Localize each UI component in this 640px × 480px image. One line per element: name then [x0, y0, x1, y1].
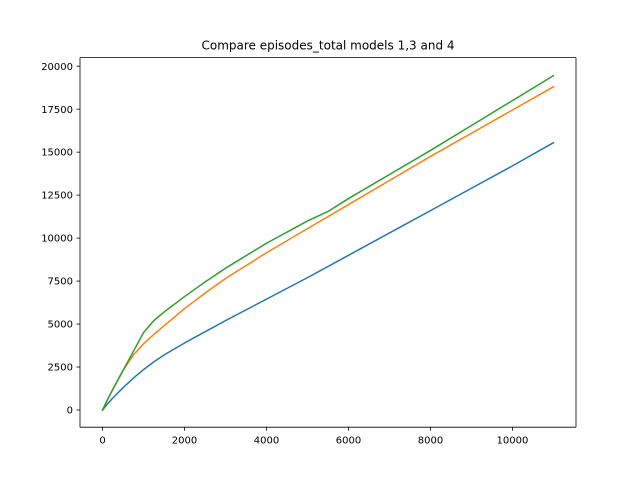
- y-tick-label: 10000: [41, 234, 73, 245]
- plot-area: [80, 57, 576, 428]
- y-tick-label: 2500: [48, 363, 73, 374]
- x-tick-label: 6000: [336, 436, 361, 447]
- y-tick-label: 20000: [41, 62, 73, 73]
- y-tick-label: 12500: [41, 191, 73, 202]
- x-tick-label: 4000: [254, 436, 279, 447]
- series-line-3: [101, 74, 555, 412]
- series-layer: [101, 74, 555, 412]
- y-tick-label: 7500: [48, 277, 73, 288]
- y-tick-label: 0: [67, 406, 73, 417]
- plot-background: [80, 57, 576, 428]
- x-tick-label: 10000: [497, 436, 529, 447]
- x-tick-label: 2000: [172, 436, 197, 447]
- series-line-1: [101, 141, 555, 412]
- chart-title: Compare episodes_total models 1,3 and 4: [201, 39, 454, 53]
- axes-layer: 0 2000 4000 6000 8000 10000 0 2500 5000 7500 10000…: [41, 57, 577, 447]
- x-tick-label: 8000: [418, 436, 443, 447]
- y-tick-label: 17500: [41, 105, 73, 116]
- x-tick-label: 0: [99, 436, 105, 447]
- y-tick-label: 15000: [41, 148, 73, 159]
- y-tick-label: 5000: [48, 320, 73, 331]
